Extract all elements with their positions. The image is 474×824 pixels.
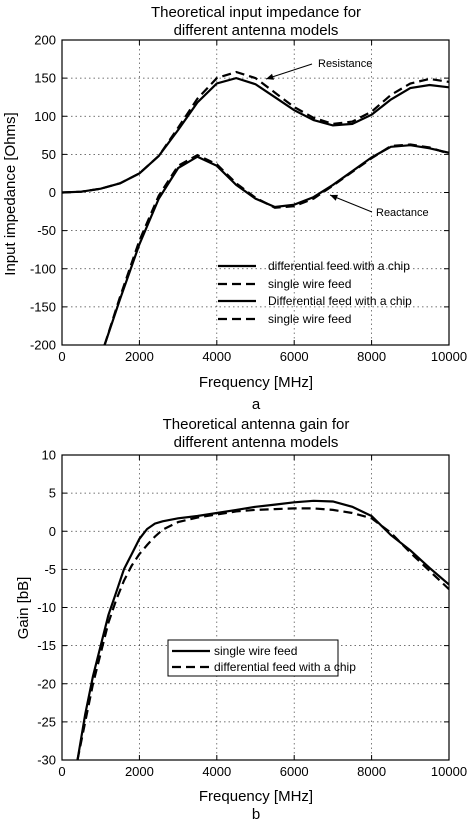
chart-a-x-tick-label-2: 4000 bbox=[202, 349, 231, 364]
chart-b-title-line-2: different antenna models bbox=[174, 434, 339, 451]
chart-a-title-line-2: different antenna models bbox=[174, 22, 339, 39]
chart-a-series-line-1 bbox=[62, 70, 449, 194]
chart-b-y-tick-label-0: -30 bbox=[37, 753, 56, 768]
chart-b-legend-box bbox=[167, 639, 339, 677]
chart-b-y-tick-label-4: -10 bbox=[37, 600, 56, 615]
chart-a-y-tick-label-4: 0 bbox=[49, 185, 56, 200]
chart-a-series-line-0 bbox=[62, 76, 449, 194]
chart-b-panel-label: b bbox=[252, 806, 260, 823]
chart-a-x-tick-label-1: 2000 bbox=[125, 349, 154, 364]
chart-b-x-axis-label: Frequency [MHz] bbox=[199, 788, 313, 805]
chart-a-y-tick-label-0: -200 bbox=[30, 338, 56, 353]
chart-a-x-axis-label: Frequency [MHz] bbox=[199, 374, 313, 391]
chart-a-y-axis-label: Input impedance [Ohms] bbox=[2, 112, 19, 275]
chart-b-y-tick-label-1: -25 bbox=[37, 714, 56, 729]
chart-a-x-tick-label-5: 10000 bbox=[431, 349, 467, 364]
chart-a-x-tick-label-3: 6000 bbox=[280, 349, 309, 364]
chart-b-x-tick-label-0: 0 bbox=[58, 764, 65, 779]
chart-b-y-tick-label-3: -15 bbox=[37, 638, 56, 653]
chart-b-x-tick-label-4: 8000 bbox=[357, 764, 386, 779]
chart-b-y-tick-label-2: -20 bbox=[37, 676, 56, 691]
chart-b-series-line-0 bbox=[76, 499, 449, 760]
chart-a-x-tick-label-0: 0 bbox=[58, 349, 65, 364]
chart-a-y-tick-label-8: 200 bbox=[34, 33, 56, 48]
chart-a-annotation-arrowhead-0 bbox=[266, 73, 274, 80]
chart-a-legend-label-3: single wire feed bbox=[268, 312, 351, 326]
chart-a-y-tick-label-2: -100 bbox=[30, 261, 56, 276]
chart-a-y-tick-label-7: 150 bbox=[34, 71, 56, 86]
chart-b-x-tick-label-1: 2000 bbox=[125, 764, 154, 779]
chart-b-x-tick-label-2: 4000 bbox=[202, 764, 231, 779]
chart-a-y-tick-label-5: 50 bbox=[42, 147, 56, 162]
chart-a-legend-label-0: differential feed with a chip bbox=[268, 259, 410, 273]
chart-b-x-tick-label-5: 10000 bbox=[431, 764, 467, 779]
chart-b-legend-label-1: differential feed with a chip bbox=[214, 660, 356, 674]
chart-b-y-tick-label-8: 10 bbox=[42, 448, 56, 463]
chart-a-annotation-arrow-0 bbox=[265, 63, 313, 80]
chart-b-y-tick-label-5: -5 bbox=[44, 562, 56, 577]
chart-a-title-line-1: Theoretical input impedance for bbox=[151, 4, 361, 21]
chart-b-y-axis-label: Gain [bB] bbox=[15, 577, 32, 640]
chart-a-legend-label-2: Differential feed with a chip bbox=[268, 294, 412, 308]
chart-a-legend-label-1: single wire feed bbox=[268, 277, 351, 291]
chart-a-x-tick-label-4: 8000 bbox=[357, 349, 386, 364]
gain-chart: Theoretical antenna gain for different a… bbox=[15, 416, 467, 823]
chart-a-annotation-arrow-1 bbox=[329, 194, 373, 213]
chart-b-y-tick-label-6: 0 bbox=[49, 524, 56, 539]
chart-a-series-line-3 bbox=[103, 143, 449, 345]
impedance-chart: Theoretical input impedance for differen… bbox=[2, 4, 467, 413]
chart-b-series-line-1 bbox=[76, 507, 449, 760]
chart-a-panel-label: a bbox=[252, 396, 261, 413]
chart-b-title-line-1: Theoretical antenna gain for bbox=[163, 416, 350, 433]
chart-a-y-tick-label-6: 100 bbox=[34, 109, 56, 124]
chart-b-y-tick-label-7: 5 bbox=[49, 486, 56, 501]
chart-b-legend-label-0: single wire feed bbox=[214, 644, 297, 658]
chart-a-annotation-0: Resistance bbox=[318, 58, 372, 70]
chart-a-annotation-arrowhead-1 bbox=[330, 194, 338, 201]
chart-a-y-tick-label-1: -150 bbox=[30, 299, 56, 314]
chart-b-x-tick-label-3: 6000 bbox=[280, 764, 309, 779]
chart-a-y-tick-label-3: -50 bbox=[37, 223, 56, 238]
chart-a-annotation-1: Reactance bbox=[376, 207, 429, 219]
